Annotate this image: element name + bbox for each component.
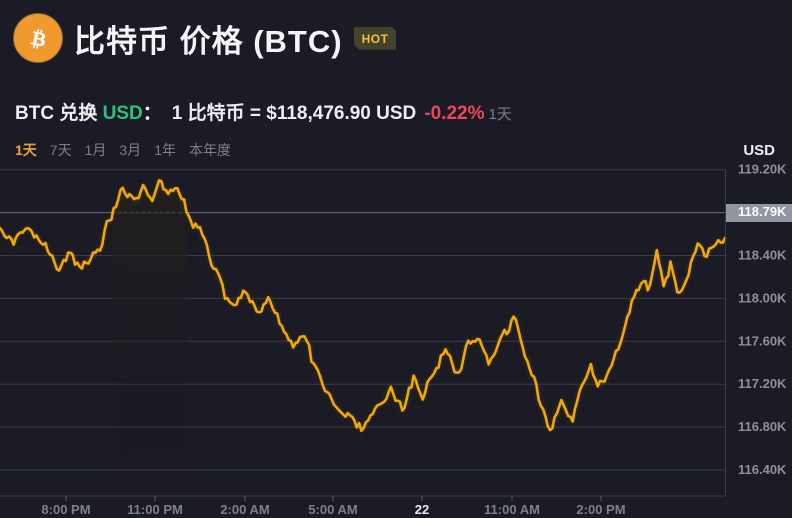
svg-text:119.20K: 119.20K xyxy=(738,162,787,177)
svg-text:11:00 PM: 11:00 PM xyxy=(127,502,183,517)
svg-text:5:00 AM: 5:00 AM xyxy=(308,502,357,517)
svg-text:117.20K: 117.20K xyxy=(738,376,787,391)
svg-text:11:00 AM: 11:00 AM xyxy=(484,502,540,517)
svg-text:118.40K: 118.40K xyxy=(738,248,787,263)
svg-text:117.60K: 117.60K xyxy=(738,333,787,348)
svg-text:2:00 AM: 2:00 AM xyxy=(220,502,269,517)
svg-text:118.79K: 118.79K xyxy=(738,204,787,219)
svg-text:116.40K: 116.40K xyxy=(738,462,787,477)
svg-text:2:00 PM: 2:00 PM xyxy=(576,502,625,517)
svg-text:116.80K: 116.80K xyxy=(738,419,787,434)
svg-text:22: 22 xyxy=(415,502,429,517)
svg-text:118.00K: 118.00K xyxy=(738,290,787,305)
svg-text:8:00 PM: 8:00 PM xyxy=(41,502,90,517)
